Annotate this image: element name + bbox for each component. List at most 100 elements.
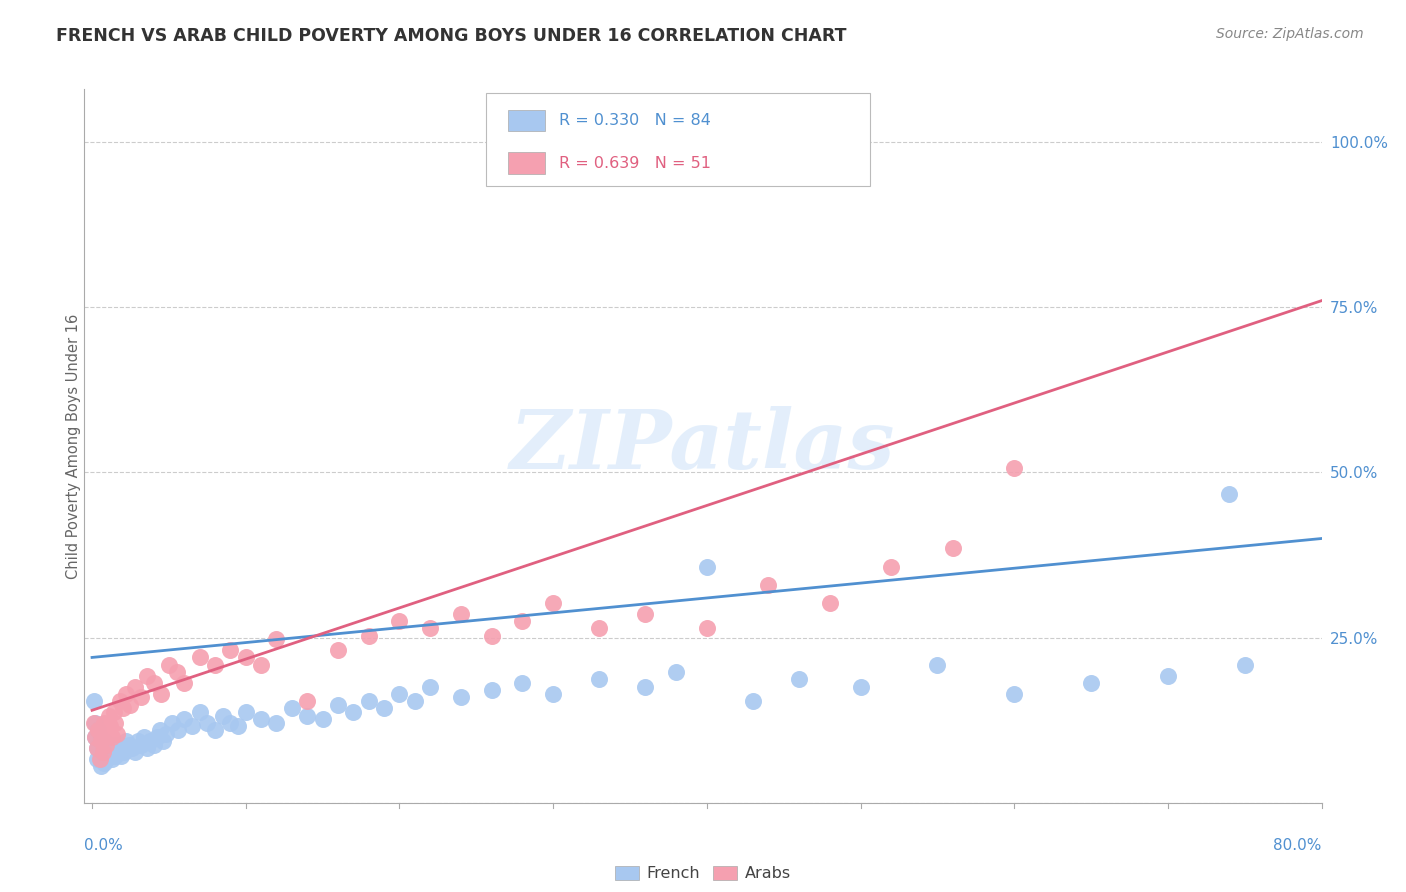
Point [108, 611, 131, 625]
Point [142, 578, 165, 592]
Point [450, 604, 472, 618]
Point [665, 558, 688, 572]
Point [157, 545, 180, 559]
Point [155, 670, 177, 684]
Point [326, 617, 349, 632]
Point [94, 716, 117, 731]
Point [121, 697, 143, 711]
Point [326, 518, 349, 533]
Point [357, 611, 380, 625]
Point [84, 650, 107, 665]
Point [86, 697, 108, 711]
Point [112, 703, 135, 717]
Point [139, 683, 162, 698]
Point [87, 690, 110, 704]
Point [634, 452, 657, 467]
Point [129, 604, 152, 618]
Point [93, 683, 115, 698]
Point [188, 631, 211, 645]
FancyBboxPatch shape [486, 93, 870, 186]
Point [195, 650, 218, 665]
Point [696, 478, 718, 492]
Point [108, 690, 131, 704]
Point [91, 697, 114, 711]
Point [512, 578, 534, 592]
Point [204, 545, 226, 559]
Y-axis label: Child Poverty Among Boys Under 16: Child Poverty Among Boys Under 16 [66, 313, 80, 579]
Point [87, 664, 110, 678]
Point [104, 650, 127, 665]
Point [90, 730, 112, 744]
Point [1002, 598, 1025, 612]
Point [136, 565, 159, 579]
Point [297, 637, 319, 651]
Point [101, 677, 124, 691]
Point [145, 677, 167, 691]
Legend: French, Arabs: French, Arabs [609, 859, 797, 888]
Point [93, 650, 115, 665]
Point [787, 571, 810, 585]
Point [166, 558, 188, 572]
Text: 80.0%: 80.0% [1274, 838, 1322, 854]
Point [818, 433, 841, 447]
Point [107, 703, 129, 717]
Point [134, 677, 156, 691]
Point [927, 545, 949, 559]
Point [541, 433, 564, 447]
Point [250, 644, 273, 658]
Point [1157, 565, 1180, 579]
Point [188, 532, 211, 546]
Point [118, 690, 141, 704]
Point [311, 644, 333, 658]
Point [588, 478, 610, 492]
Point [94, 703, 117, 717]
Point [342, 631, 364, 645]
Text: ZIPatlas: ZIPatlas [510, 406, 896, 486]
Point [942, 333, 965, 347]
Point [849, 584, 872, 599]
Point [481, 591, 503, 605]
Point [211, 637, 233, 651]
Point [84, 677, 107, 691]
Point [142, 690, 165, 704]
Point [115, 598, 138, 612]
Point [373, 624, 395, 638]
Point [93, 723, 115, 738]
Point [111, 697, 134, 711]
Point [450, 452, 472, 467]
Point [110, 710, 132, 724]
Point [101, 716, 124, 731]
Point [94, 690, 117, 704]
Point [96, 670, 118, 684]
Point [1002, 188, 1025, 202]
Point [1233, 545, 1256, 559]
Point [100, 657, 122, 671]
Point [83, 611, 105, 625]
Point [880, 367, 903, 381]
Point [742, 611, 765, 625]
Point [115, 683, 138, 698]
Point [388, 466, 411, 480]
Point [91, 710, 114, 724]
Point [86, 697, 108, 711]
Point [419, 478, 441, 492]
Text: R = 0.330   N = 84: R = 0.330 N = 84 [560, 112, 711, 128]
Point [152, 683, 174, 698]
Text: 0.0%: 0.0% [84, 838, 124, 854]
Point [204, 664, 226, 678]
Point [90, 683, 112, 698]
Point [357, 491, 380, 506]
Point [136, 697, 159, 711]
FancyBboxPatch shape [508, 153, 544, 174]
Point [91, 703, 114, 717]
Text: R = 0.639   N = 51: R = 0.639 N = 51 [560, 155, 711, 170]
Point [96, 690, 118, 704]
Point [419, 584, 441, 599]
Point [124, 703, 146, 717]
Point [1080, 578, 1102, 592]
Point [181, 657, 204, 671]
Point [281, 624, 304, 638]
Point [634, 584, 657, 599]
Point [696, 367, 718, 381]
Point [104, 710, 127, 724]
